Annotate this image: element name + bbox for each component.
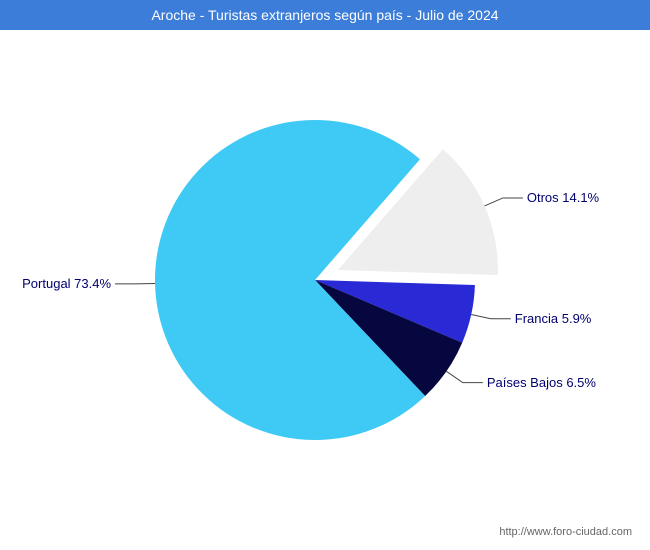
slice-label: Portugal 73.4%	[22, 276, 111, 291]
leader-line	[485, 198, 523, 206]
leader-line	[446, 371, 482, 382]
chart-area: Otros 14.1% Francia 5.9% Países Bajos 6.5%…	[0, 30, 650, 550]
slice-label: Países Bajos 6.5%	[487, 375, 596, 390]
footer-url: http://www.foro-ciudad.com	[499, 526, 632, 538]
slice-label: Otros 14.1%	[527, 190, 599, 205]
chart-title-bar: Aroche - Turistas extranjeros según país…	[0, 0, 650, 30]
leader-line	[471, 314, 511, 318]
chart-title: Aroche - Turistas extranjeros según país…	[151, 7, 498, 23]
slice-label: Francia 5.9%	[515, 311, 592, 326]
